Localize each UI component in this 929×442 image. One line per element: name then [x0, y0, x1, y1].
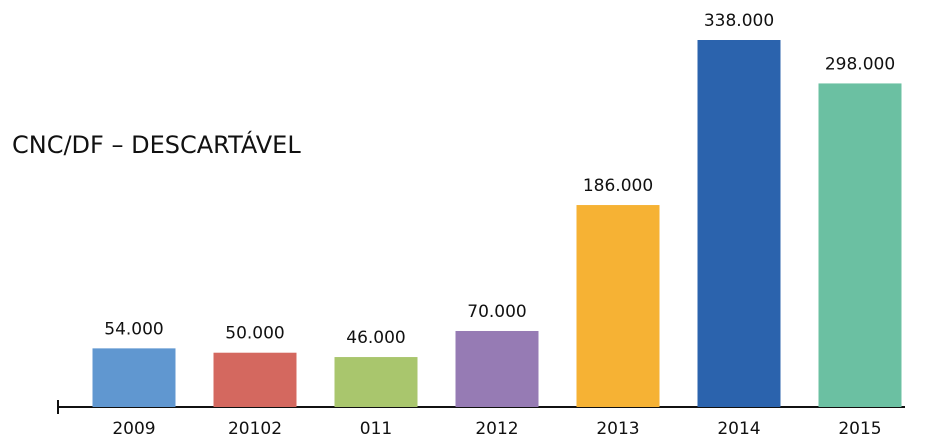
value-label: 298.000 — [825, 54, 895, 74]
x-tick-label: 2015 — [838, 419, 881, 439]
bar — [334, 357, 418, 407]
bar — [818, 83, 902, 408]
value-label: 50.000 — [225, 324, 284, 344]
bar — [92, 348, 176, 407]
value-label: 54.000 — [104, 319, 163, 339]
x-tick-label: 2009 — [112, 419, 155, 439]
value-label: 70.000 — [467, 302, 526, 322]
chart-title: CNC/DF – DESCARTÁVEL — [12, 130, 301, 159]
bar — [455, 330, 539, 407]
value-label: 338.000 — [704, 11, 774, 31]
x-tick-label: 20102 — [228, 419, 282, 439]
x-tick-label: 2012 — [475, 419, 518, 439]
bar — [213, 352, 297, 407]
x-tick-label: 2013 — [596, 419, 639, 439]
value-label: 46.000 — [346, 328, 405, 348]
bar — [697, 40, 781, 407]
bar — [576, 205, 660, 407]
x-tick-label: 011 — [360, 419, 392, 439]
x-tick-label: 2014 — [717, 419, 760, 439]
value-label: 186.000 — [583, 176, 653, 196]
